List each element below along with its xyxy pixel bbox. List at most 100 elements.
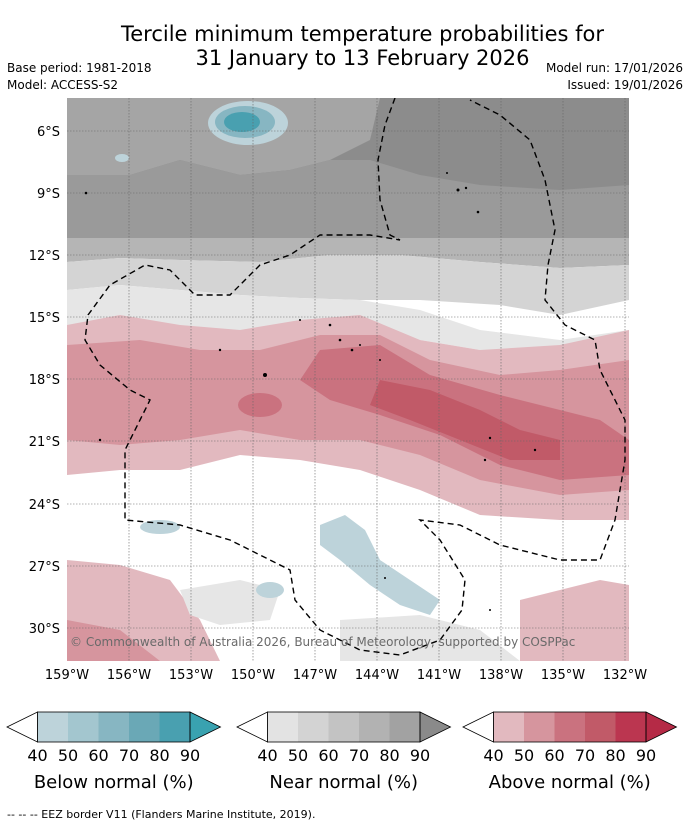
- issued-date: Issued: 19/01/2026: [567, 78, 683, 92]
- lon-tick: 135°W: [541, 668, 585, 683]
- legend-tick-label: 60: [318, 746, 338, 765]
- lon-tick-labels: 159°W 156°W 153°W 150°W 147°W 144°W 141°…: [45, 668, 647, 683]
- map-title: Tercile minimum temperature probabilitie…: [0, 22, 690, 70]
- legend-outline: [37, 711, 191, 743]
- legend-outline: [493, 711, 647, 743]
- meta-left: Base period: 1981-2018 Model: ACCESS-S2: [7, 60, 152, 94]
- below-normal-blob-small: [256, 582, 284, 598]
- legend-extend-low: [236, 711, 268, 743]
- legend-tick-label: 90: [180, 746, 200, 765]
- legend-tick-label: 40: [483, 746, 503, 765]
- eez-border-path: [84, 98, 626, 656]
- island: [489, 609, 491, 611]
- island: [263, 373, 267, 377]
- legend-tick-label: 40: [257, 746, 277, 765]
- lat-tick: 24°S: [29, 498, 60, 513]
- above-normal-spot-west: [238, 393, 282, 417]
- island: [446, 172, 448, 174]
- lat-tick: 9°S: [37, 187, 60, 202]
- legend-tick-label: 80: [379, 746, 399, 765]
- legend-swatch: [298, 712, 329, 742]
- island: [464, 186, 468, 190]
- legend-tick-label: 70: [349, 746, 369, 765]
- lon-tick: 150°W: [231, 668, 275, 683]
- near-normal-region-south: [340, 615, 520, 661]
- island: [488, 436, 492, 440]
- legend-tick-label: 50: [288, 746, 308, 765]
- eez-footnote: -- -- -- EEZ border V11 (Flanders Marine…: [7, 808, 316, 821]
- map-plot-area: © Commonwealth of Australia 2026, Bureau…: [67, 98, 629, 661]
- island: [218, 348, 222, 352]
- legend-swatch: [389, 712, 420, 742]
- island: [533, 448, 537, 452]
- lat-tick: 21°S: [29, 435, 60, 450]
- lat-tick-labels: 6°S 9°S 12°S 15°S 18°S 21°S 24°S 27°S 30…: [29, 125, 60, 637]
- island: [328, 323, 332, 327]
- eez-borders: [84, 98, 626, 656]
- island: [338, 338, 342, 342]
- legend-extend-high: [189, 711, 222, 743]
- legend-swatch: [68, 712, 99, 742]
- island: [483, 458, 487, 462]
- legend-swatch: [37, 712, 68, 742]
- legends: 40 50 60 70 80 90 Below normal (%) 40 50 60 70 80 90…: [6, 711, 678, 793]
- island: [350, 348, 354, 352]
- legend-title: Near normal (%): [269, 772, 418, 793]
- legend-tick-label: 80: [149, 746, 169, 765]
- legend-tick-label: 70: [119, 746, 139, 765]
- gridlines: [67, 98, 629, 661]
- lat-tick: 30°S: [29, 622, 60, 637]
- island: [384, 577, 386, 579]
- lon-tick: 153°W: [169, 668, 213, 683]
- below-normal-blob-south: [320, 515, 440, 615]
- legend-tick-label: 50: [58, 746, 78, 765]
- island: [476, 210, 480, 214]
- lon-tick: 141°W: [417, 668, 461, 683]
- island: [456, 188, 460, 192]
- legend-swatch: [328, 712, 359, 742]
- lat-tick: 18°S: [29, 373, 60, 388]
- above-normal-region-southeast: [520, 580, 629, 661]
- legend-swatch: [554, 712, 585, 742]
- lon-tick: 156°W: [107, 668, 151, 683]
- near-normal-region-south-west: [180, 580, 280, 625]
- above-normal-region-southwest-strong: [67, 620, 160, 661]
- legend-tick-label: 60: [88, 746, 108, 765]
- legend-extend-high: [419, 711, 452, 743]
- legend-below: 40 50 60 70 80 90 Below normal (%): [6, 711, 222, 793]
- copyright-notice: © Commonwealth of Australia 2026, Bureau…: [70, 635, 575, 649]
- legend-swatch: [585, 712, 616, 742]
- lat-tick: 12°S: [29, 249, 60, 264]
- title-line-2: 31 January to 13 February 2026: [195, 46, 530, 70]
- lon-tick: 144°W: [355, 668, 399, 683]
- legend-title: Above normal (%): [489, 772, 651, 793]
- legend-swatch: [129, 712, 160, 742]
- below-normal-blob-north-core: [224, 112, 260, 132]
- legend-tick-label: 60: [544, 746, 564, 765]
- legend-swatch: [615, 712, 646, 742]
- legend-swatch: [98, 712, 129, 742]
- base-period: Base period: 1981-2018: [7, 61, 152, 75]
- legend-title: Below normal (%): [34, 772, 194, 793]
- legend-tick-label: 90: [636, 746, 656, 765]
- island: [359, 344, 361, 346]
- lon-tick: 132°W: [603, 668, 647, 683]
- lat-tick: 6°S: [37, 125, 60, 140]
- lat-tick: 15°S: [29, 311, 60, 326]
- model-run: Model run: 17/01/2026: [545, 61, 683, 75]
- lon-tick: 159°W: [45, 668, 89, 683]
- legend-tick-label: 50: [514, 746, 534, 765]
- above-normal-region-core: [370, 380, 560, 460]
- near-normal-region-light: [67, 238, 629, 268]
- title-line-1: Tercile minimum temperature probabilitie…: [120, 22, 605, 46]
- near-normal-region-lighter: [67, 255, 629, 315]
- legend-tick-label: 90: [410, 746, 430, 765]
- island: [299, 319, 301, 321]
- lon-tick: 138°W: [479, 668, 523, 683]
- legend-tick-label: 70: [575, 746, 595, 765]
- model-name: Model: ACCESS-S2: [7, 78, 119, 92]
- near-normal-region-medium-2: [67, 160, 629, 238]
- legend-swatch: [359, 712, 390, 742]
- lat-tick: 27°S: [29, 560, 60, 575]
- below-normal-blob-southwest: [140, 520, 180, 534]
